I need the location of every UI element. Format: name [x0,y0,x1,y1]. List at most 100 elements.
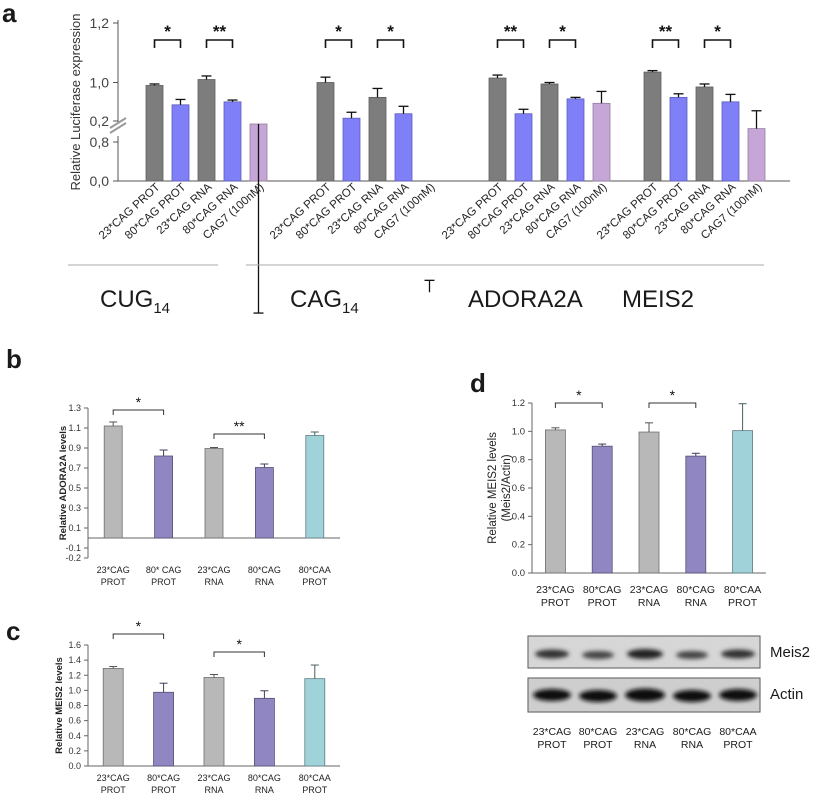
significance-label: * [559,22,566,41]
blot-band [673,690,711,702]
blot-band [627,649,663,659]
blot-band [721,649,755,659]
x-tick-label: RNA [204,785,223,795]
y-tick-label: 0.0 [68,761,81,771]
significance-bracket [213,651,265,657]
y-axis-label: (Meis2/Actin) [501,454,513,521]
blot-lane-label: 80*CAG [672,726,712,738]
x-tick-label: PROT [588,597,618,609]
panel-letter-d: d [470,368,486,398]
y-tick-label: 0.6 [68,716,81,726]
y-tick-label: 0.4 [68,731,81,741]
blot-lane-label: RNA [633,739,657,751]
x-tick-label: RNA [204,577,223,587]
x-tick-label: 80*CAA [299,773,331,783]
panel-d-chart: 0.0 0.2 0.4 0.6 0.8 1.0 1.2 Relative MEIS2 leve… [487,387,766,609]
x-tick-label: 80*CAG [677,584,716,596]
y-tick-label: 0.5 [68,483,81,493]
significance-label: ** [659,22,673,41]
x-tick-label: PROT [728,597,758,609]
y-tick-label: 0.9 [68,443,81,453]
significance-label: * [236,636,242,652]
group-name: MEIS2 [622,286,695,313]
y-tick-label: 1.2 [68,670,81,680]
x-tick-label: PROT [541,597,571,609]
group-subscript: 14 [153,299,171,317]
blot-band [535,649,569,659]
significance-bracket [648,402,697,408]
panel-letter-b: b [6,344,22,374]
significance-bracket [651,39,680,48]
y-tick-label: 0.8 [68,701,81,711]
blot-lane-label: PROT [537,739,567,751]
y-tick-label: 1.0 [68,685,81,695]
significance-bracket [496,39,525,48]
blot-band [579,690,617,702]
y-tick-label: 0.6 [512,483,525,494]
blot-band [625,688,665,702]
significance-label: * [335,22,342,41]
y-tick-label: -0.1 [65,543,81,553]
panel-letter-a: a [2,0,17,28]
significance-label: * [164,22,171,41]
x-tick-label: 80*CAG [147,773,180,783]
significance-label: ** [504,22,518,41]
blot-band [676,651,708,659]
y-tick-label: 1,2 [90,15,110,31]
y-tick-label: 0,8 [90,134,110,150]
blot-band [533,689,571,701]
y-tick-label: 0.2 [68,746,81,756]
significance-bracket [112,409,165,415]
y-tick-label: 0.8 [512,455,525,466]
axis-break-mark [109,117,127,134]
significance-bracket [376,39,405,48]
blot-lane-label: PROT [583,739,613,751]
x-tick-label: 23*CAG [97,565,130,575]
group-subscript: 14 [342,299,359,317]
y-tick-label: 0.0 [512,568,525,579]
y-tick-label: 1.0 [512,426,525,437]
y-axis-label: Relative MEIS2 levels [54,657,65,754]
y-tick-label: 0.7 [68,463,81,473]
x-tick-label: 23*CAG [97,773,130,783]
significance-label: ** [213,22,227,41]
group-label-cag14: CAG14 [290,286,359,317]
x-tick-label: 23*CAG [197,773,230,783]
significance-label: * [576,387,582,403]
y-tick-label: 1.3 [68,403,81,413]
significance-bracket [548,39,577,48]
y-axis-label: Relative ADORA2A levels [58,426,69,540]
y-tick-label: 0,2 [90,113,110,129]
group-label-cug14: CUG14 [100,286,170,317]
x-tick-label: RNA [255,785,274,795]
group-label-meis2: MEIS2 [622,286,694,314]
blot-label-meis2: Meis2 [770,644,811,661]
y-tick-label: -0.2 [65,553,81,563]
panel-b-chart: -0.2-0.1 0.1 0.3 0.5 0.7 0.9 1.1 1.3 Relative AD… [58,394,340,587]
group-name: CUG [100,286,154,313]
y-tick-label: 0,0 [90,173,110,189]
y-tick-label: 0.4 [512,511,525,522]
y-tick-label: 0.3 [68,503,81,513]
significance-bracket [324,39,353,48]
y-tick-label: 1.4 [68,655,81,665]
blot-lane-label: 23*CAG [625,726,665,738]
significance-label: ** [234,418,245,434]
x-tick-label: PROT [302,785,328,795]
y-tick-label: 1.2 [512,398,525,409]
blot-lane-label: 80*CAG [578,726,618,738]
significance-bracket [554,402,603,408]
blot-band [582,651,614,659]
significance-bracket [153,39,182,48]
x-tick-label: RNA [255,577,274,587]
y-axis-label: Relative MEIS2 levels [487,432,499,544]
group-name: ADORA2A [468,286,583,313]
blot-lane-label: RNA [680,739,704,751]
group-name: CAG [290,286,343,313]
significance-label: * [387,22,394,41]
x-tick-label: 80*CAA [724,584,761,596]
x-tick-label: PROT [101,577,127,587]
y-axis-label: Relative Luciferase expression [68,13,83,190]
